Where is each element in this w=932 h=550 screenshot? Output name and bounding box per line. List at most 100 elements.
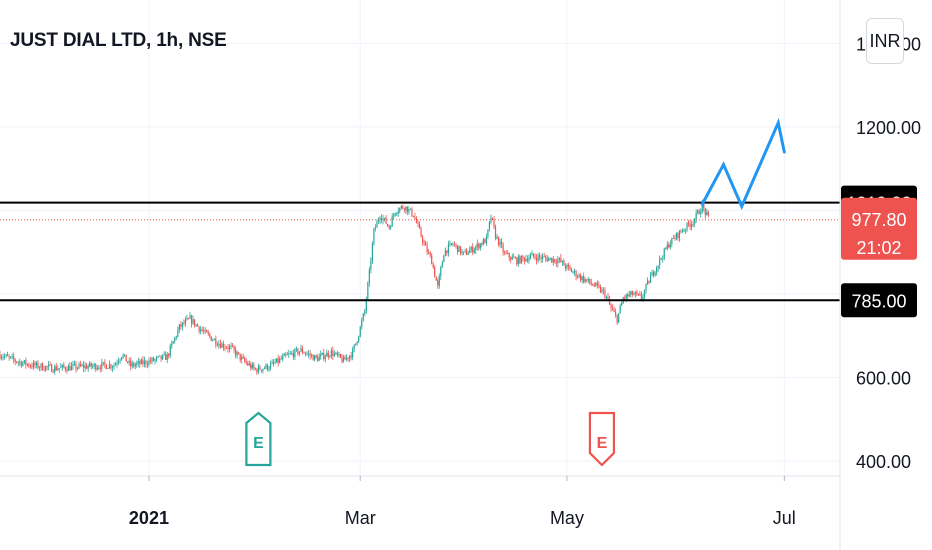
candle-body — [529, 255, 532, 259]
candle-body — [125, 354, 127, 362]
candle-body — [400, 206, 402, 208]
horizontal-levels[interactable] — [0, 201, 840, 302]
candle-body — [634, 292, 636, 295]
candle-body — [309, 353, 311, 356]
candle-body — [238, 352, 240, 354]
candle-body — [76, 367, 79, 369]
candle-body — [595, 282, 597, 287]
candle-body — [193, 319, 196, 326]
symbol-title[interactable]: JUST DIAL LTD, 1h, NSE — [10, 30, 227, 51]
candle-body — [192, 319, 194, 324]
currency-badge[interactable]: INR — [866, 18, 904, 64]
candle-body — [95, 364, 97, 370]
candle-body — [259, 366, 261, 370]
candle-body — [510, 257, 512, 260]
candle-body — [592, 284, 594, 286]
candle-body — [189, 315, 191, 319]
candle-body — [155, 357, 158, 360]
candle-body — [23, 360, 25, 363]
candle-body — [694, 219, 696, 224]
candle-body — [593, 285, 595, 287]
candle-body — [707, 212, 709, 216]
candle-body — [607, 296, 609, 299]
candle-body — [598, 284, 600, 287]
candle-body — [697, 210, 699, 213]
candle-body — [298, 351, 301, 354]
candle-body — [16, 361, 18, 363]
candle-body — [209, 334, 211, 337]
candle-body — [616, 314, 618, 323]
candle-body — [633, 294, 635, 296]
candle-body — [34, 362, 36, 366]
candle-body — [388, 225, 390, 229]
candle-body — [522, 255, 524, 258]
candle-body — [338, 354, 340, 356]
candle-body — [663, 248, 665, 259]
candle-body — [411, 208, 413, 216]
candle-body — [640, 294, 643, 300]
time-axis-label: 2021 — [129, 508, 169, 528]
candle-body — [262, 368, 264, 371]
candle-body — [341, 357, 343, 363]
candle-body — [181, 322, 183, 327]
candle-body — [333, 353, 335, 357]
price-axis-label: 400.00 — [856, 452, 911, 472]
candle-body — [649, 275, 652, 283]
candle-body — [330, 350, 332, 357]
projection-drawing[interactable] — [700, 117, 786, 211]
candle-body — [75, 363, 77, 369]
candle-body — [342, 357, 345, 363]
candle-body — [314, 355, 316, 361]
candle-body — [10, 356, 12, 358]
candle-body — [505, 252, 507, 254]
candle-body — [312, 355, 314, 361]
candle-body — [490, 217, 492, 222]
candle-body — [253, 364, 255, 369]
candle-body — [51, 364, 53, 372]
candle-body — [414, 216, 416, 219]
candle-body — [526, 258, 529, 262]
candle-body — [364, 310, 366, 314]
candle-body — [268, 368, 270, 370]
candle-body — [680, 230, 682, 232]
candle-body — [356, 341, 358, 344]
level-price-label-box — [841, 283, 917, 318]
candle-body — [507, 253, 509, 254]
candle-body — [221, 343, 223, 348]
candle-body — [317, 357, 319, 361]
candle-body — [469, 250, 471, 254]
candle-body — [35, 362, 38, 366]
earnings-marker-label: E — [597, 435, 608, 452]
candle-body — [599, 286, 601, 293]
candle-body — [231, 345, 234, 347]
candle-body — [461, 251, 463, 254]
candle-body — [438, 276, 440, 286]
candle-body — [171, 343, 173, 346]
candle-body — [102, 362, 104, 363]
candle-body — [38, 367, 41, 369]
candle-body — [409, 208, 411, 210]
candle-body — [254, 368, 256, 370]
candle-body — [17, 362, 19, 363]
candle-body — [99, 367, 101, 369]
candle-body — [484, 239, 486, 244]
candle-body — [660, 258, 662, 260]
candle-body — [589, 278, 591, 283]
candle-body — [402, 206, 404, 209]
candle-body — [535, 257, 538, 261]
candle-body — [230, 345, 232, 347]
candle-body — [300, 348, 302, 352]
candle-body — [45, 366, 47, 371]
candlestick-series — [0, 199, 709, 376]
candle-body — [136, 363, 138, 365]
candle-body — [472, 246, 474, 253]
candle-body — [470, 246, 472, 251]
time-axis[interactable]: 2021 Mar May Jul — [0, 475, 840, 528]
candle-body — [265, 364, 267, 369]
earnings-marker-label: E — [253, 435, 264, 452]
candle-body — [564, 265, 567, 269]
candle-body — [87, 366, 89, 369]
